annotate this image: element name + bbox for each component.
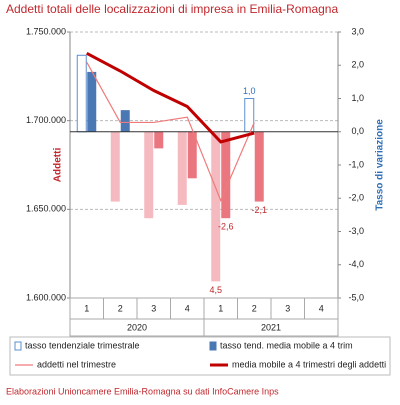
y2-tick-label: -1,0: [348, 159, 364, 169]
bar: [254, 131, 264, 202]
x-tick-label: 2: [118, 303, 123, 313]
group-label: 2021: [261, 322, 281, 332]
x-tick-label: 2: [252, 303, 257, 313]
data-label: -2,6: [218, 222, 234, 232]
y-tick-label: 1.750.000: [26, 26, 66, 36]
bar: [221, 131, 231, 219]
y2-axis-title: Tasso di variazione: [375, 119, 386, 211]
legend-label: tasso tendenziale trimestrale: [25, 340, 140, 350]
legend-label: tasso tend. media mobile a 4 trim: [220, 340, 353, 350]
y2-tick-label: 0,0: [351, 126, 364, 136]
bar: [144, 131, 154, 219]
bar: [211, 131, 221, 282]
bar: [177, 131, 187, 205]
x-tick-label: 3: [151, 303, 156, 313]
y-axis-title: Addetti: [53, 148, 64, 183]
y-tick-label: 1.700.000: [26, 115, 66, 125]
legend-swatch: [209, 341, 217, 351]
bar: [120, 110, 130, 132]
line: [86, 61, 255, 203]
legend-label: media mobile a 4 trimestri degli addetti: [232, 359, 386, 369]
data-label: -2,1: [251, 205, 267, 215]
data-label: 4,5: [209, 285, 222, 295]
x-tick-label: 4: [185, 303, 190, 313]
x-tick-label: 3: [285, 303, 290, 313]
legend-label: addetti nel trimestre: [37, 359, 116, 369]
x-tick-label: 1: [84, 303, 89, 313]
bar: [87, 71, 97, 132]
bar: [187, 131, 197, 179]
y2-tick-label: 3,0: [351, 26, 364, 36]
bar: [76, 54, 87, 133]
line: [86, 51, 255, 144]
group-label: 2020: [127, 322, 147, 332]
chart-title: Addetti totali delle localizzazioni di i…: [6, 2, 338, 16]
y-tick-label: 1.650.000: [26, 204, 66, 214]
data-label: 1,0: [243, 86, 256, 96]
x-tick-label: 1: [218, 303, 223, 313]
y2-tick-label: -5,0: [348, 292, 364, 302]
bar: [110, 131, 120, 202]
y2-tick-label: 2,0: [351, 60, 364, 70]
bar: [154, 131, 164, 149]
y-tick-label: 1.600.000: [26, 292, 66, 302]
y2-tick-label: -3,0: [348, 226, 364, 236]
x-tick-label: 4: [319, 303, 324, 313]
y2-tick-label: -2,0: [348, 193, 364, 203]
footnote: Elaborazioni Unioncamere Emilia-Romagna …: [6, 386, 279, 396]
legend-swatch: [14, 341, 22, 351]
legend-box: [9, 336, 391, 376]
y2-tick-label: -4,0: [348, 259, 364, 269]
y2-tick-label: 1,0: [351, 93, 364, 103]
